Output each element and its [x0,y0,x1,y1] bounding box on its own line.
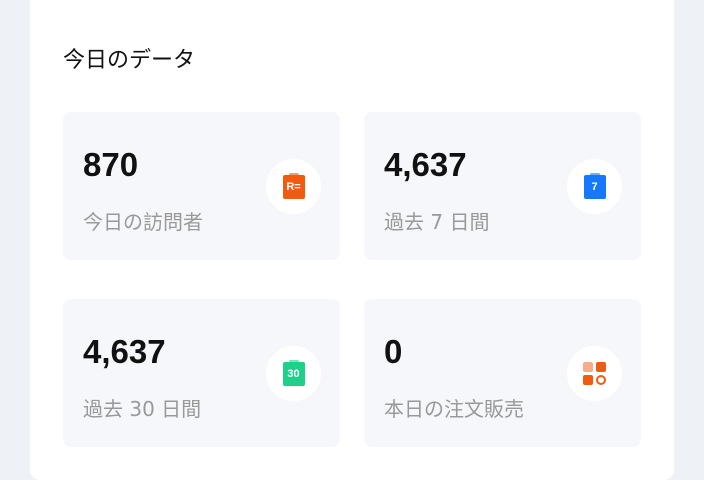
stat-tile-30-days[interactable]: 4,637 過去 30 日間 30 [63,299,340,447]
calendar-30-icon: 30 [266,346,321,401]
stat-label: 本日の注文販売 [384,397,524,421]
stat-value: 870 [83,146,139,183]
stat-value: 0 [384,333,403,370]
stat-value: 4,637 [384,146,467,183]
stat-tile-visitors[interactable]: 870 今日の訪問者 R= [63,112,340,260]
stat-value: 4,637 [83,333,166,370]
stat-label: 過去 7 日間 [384,210,490,234]
stat-tile-orders[interactable]: 0 本日の注文販売 [364,299,641,447]
order-search-icon [567,346,622,401]
calendar-7-icon: 7 [567,159,622,214]
stat-label: 過去 30 日間 [83,397,202,421]
stat-label: 今日の訪問者 [83,210,203,234]
visitor-clipboard-icon: R= [266,159,321,214]
section-title: 今日のデータ [63,48,196,73]
stat-tile-7-days[interactable]: 4,637 過去 7 日間 7 [364,112,641,260]
